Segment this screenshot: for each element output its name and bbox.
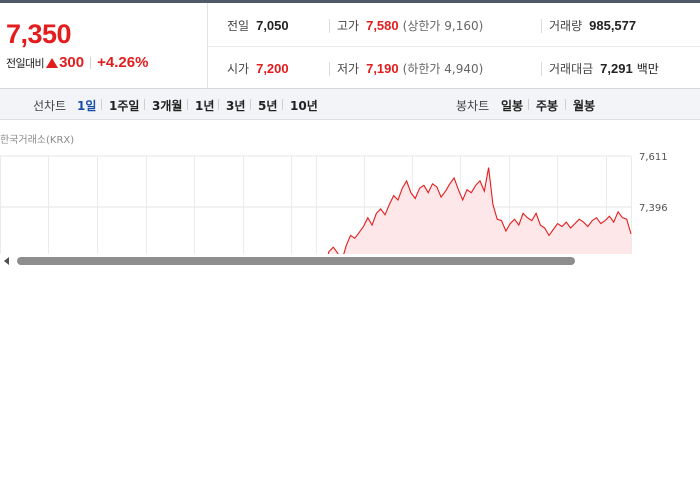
stat-label: 시가: [227, 62, 250, 76]
up-triangle-icon: [46, 57, 59, 68]
stat-trade-amount: 거래대금 7,291 백만: [549, 60, 659, 77]
change-rate: +4.26%: [97, 54, 149, 71]
change-label: 전일대비: [6, 56, 45, 70]
stat-low: 저가 7,190 (하한가 4,940): [337, 60, 483, 77]
stats-panel: 전일 7,050 고가 7,580 (상한가 9,160) 거래량 985,57…: [208, 3, 700, 89]
scroll-thumb[interactable]: [17, 257, 575, 265]
stat-value: 7,050: [256, 18, 289, 33]
tab-daily-candle[interactable]: 일봉: [501, 99, 524, 113]
tab-10year[interactable]: 10년: [290, 99, 318, 113]
stat-value: 985,577: [589, 18, 637, 33]
tab-monthly-candle[interactable]: 월봉: [573, 99, 596, 113]
stat-value: 7,580: [366, 18, 399, 33]
price-line: [327, 167, 632, 254]
stat-label: 저가: [337, 62, 360, 76]
tab-1day[interactable]: 1일: [77, 99, 97, 113]
current-price: 7,350: [6, 19, 72, 49]
stat-value: 7,200: [256, 61, 289, 76]
divider: [187, 99, 188, 110]
candle-chart-label: 봉차트: [456, 99, 490, 113]
divider: [144, 99, 145, 110]
divider: [90, 56, 92, 69]
divider: [282, 99, 283, 110]
divider: [101, 99, 102, 110]
stat-volume: 거래량 985,577: [549, 17, 636, 34]
tab-3month[interactable]: 3개월: [152, 99, 183, 113]
divider: [250, 99, 251, 110]
divider: [541, 62, 542, 76]
stat-value: 7,291: [600, 61, 633, 76]
chart-scrollbar[interactable]: [0, 254, 700, 268]
exchange-label: 한국거래소(KRX): [0, 135, 75, 146]
tab-1year[interactable]: 1년: [195, 99, 215, 113]
price-area: [316, 167, 631, 254]
divider: [329, 19, 330, 33]
divider: [541, 19, 542, 33]
stat-limit: (상한가 9,160): [402, 19, 484, 33]
change-row: 전일대비 300 +4.26%: [6, 54, 148, 71]
tab-3year[interactable]: 3년: [226, 99, 246, 113]
intraday-chart: 7,611 7,396 한국거래소(KRX): [0, 121, 700, 271]
tab-weekly-candle[interactable]: 주봉: [536, 99, 559, 113]
y-tick-label: 7,611: [639, 152, 668, 163]
stat-unit: 백만: [636, 62, 659, 76]
stock-summary: 7,350 전일대비 300 +4.26% 전일 7,050 고가 7,580 …: [0, 0, 700, 89]
stat-label: 전일: [227, 19, 250, 33]
divider: [329, 62, 330, 76]
divider: [528, 99, 529, 110]
divider: [208, 46, 700, 47]
stat-label: 거래대금: [549, 62, 594, 76]
stat-label: 거래량: [549, 19, 583, 33]
tab-1week[interactable]: 1주일: [109, 99, 140, 113]
stat-prev-close: 전일 7,050: [227, 17, 289, 34]
stat-open: 시가 7,200: [227, 60, 289, 77]
price-box: 7,350 전일대비 300 +4.26%: [0, 3, 208, 89]
chart-period-bar: 선차트 1일 1주일 3개월 1년 3년 5년 10년 봉차트 일봉 주봉 월봉: [0, 89, 700, 120]
change-amount: 300: [59, 54, 85, 71]
divider: [565, 99, 566, 110]
tab-5year[interactable]: 5년: [258, 99, 278, 113]
stat-limit: (하한가 4,940): [402, 62, 484, 76]
scroll-left-arrow-icon[interactable]: [4, 257, 9, 265]
chart-plot: 7,611 7,396: [0, 152, 668, 254]
stat-label: 고가: [337, 19, 360, 33]
line-chart-label: 선차트: [33, 99, 67, 113]
y-tick-label: 7,396: [639, 203, 668, 214]
stat-high: 고가 7,580 (상한가 9,160): [337, 17, 483, 34]
divider: [218, 99, 219, 110]
stat-value: 7,190: [366, 61, 399, 76]
